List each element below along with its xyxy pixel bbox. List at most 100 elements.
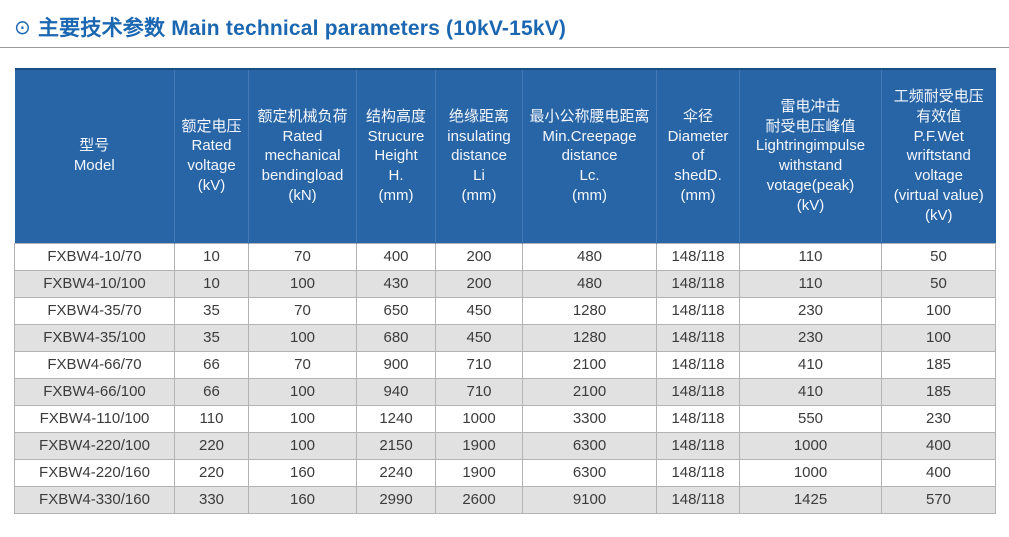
- value-cell: 148/118: [656, 350, 740, 379]
- value-cell: 710: [435, 377, 523, 406]
- value-cell: 100: [248, 269, 357, 298]
- value-cell: 2100: [522, 350, 657, 379]
- model-cell: FXBW4-220/160: [14, 458, 175, 487]
- value-cell: 200: [435, 269, 523, 298]
- value-cell: 70: [248, 242, 357, 271]
- value-cell: 230: [739, 296, 882, 325]
- column-header-model: 型号 Model: [14, 68, 175, 243]
- model-cell: FXBW4-35/70: [14, 296, 175, 325]
- column-header-impulse-withstand: 雷电冲击 耐受电压峰值 Lightringimpulse withstand v…: [739, 68, 882, 243]
- value-cell: 2600: [435, 485, 523, 514]
- value-cell: 2990: [356, 485, 436, 514]
- value-cell: 100: [248, 404, 357, 433]
- model-cell: FXBW4-66/70: [14, 350, 175, 379]
- value-cell: 230: [881, 404, 996, 433]
- value-cell: 6300: [522, 431, 657, 460]
- column-header-pf-withstand: 工频耐受电压 有效值 P.F.Wet wriftstand voltage (v…: [881, 68, 996, 243]
- value-cell: 66: [174, 350, 249, 379]
- value-cell: 148/118: [656, 377, 740, 406]
- value-cell: 70: [248, 296, 357, 325]
- value-cell: 35: [174, 323, 249, 352]
- value-cell: 100: [881, 323, 996, 352]
- value-cell: 110: [174, 404, 249, 433]
- value-cell: 1900: [435, 458, 523, 487]
- value-cell: 148/118: [656, 458, 740, 487]
- value-cell: 110: [739, 242, 882, 271]
- value-cell: 410: [739, 377, 882, 406]
- value-cell: 100: [248, 323, 357, 352]
- table-header: 型号 Model 额定电压 Rated voltage (kV) 额定机械负荷 …: [14, 68, 996, 243]
- value-cell: 1240: [356, 404, 436, 433]
- value-cell: 570: [881, 485, 996, 514]
- value-cell: 710: [435, 350, 523, 379]
- column-header-creepage-distance: 最小公称腰电距离 Min.Creepage distance Lc. (mm): [522, 68, 657, 243]
- value-cell: 9100: [522, 485, 657, 514]
- value-cell: 35: [174, 296, 249, 325]
- value-cell: 100: [881, 296, 996, 325]
- table-row: FXBW4-66/100 66 100 940 710 2100 148/118 410 185: [14, 377, 996, 406]
- value-cell: 10: [174, 269, 249, 298]
- value-cell: 1000: [435, 404, 523, 433]
- value-cell: 230: [739, 323, 882, 352]
- model-cell: FXBW4-110/100: [14, 404, 175, 433]
- value-cell: 50: [881, 269, 996, 298]
- technical-parameters-table: 型号 Model 额定电压 Rated voltage (kV) 额定机械负荷 …: [14, 68, 996, 514]
- value-cell: 2240: [356, 458, 436, 487]
- value-cell: 220: [174, 458, 249, 487]
- value-cell: 480: [522, 269, 657, 298]
- model-cell: FXBW4-10/100: [14, 269, 175, 298]
- value-cell: 100: [248, 431, 357, 460]
- value-cell: 650: [356, 296, 436, 325]
- value-cell: 400: [356, 242, 436, 271]
- value-cell: 160: [248, 485, 357, 514]
- value-cell: 10: [174, 242, 249, 271]
- value-cell: 148/118: [656, 431, 740, 460]
- value-cell: 148/118: [656, 269, 740, 298]
- value-cell: 148/118: [656, 242, 740, 271]
- column-header-insulating-distance: 绝缘距离 insulating distance Li (mm): [435, 68, 523, 243]
- column-header-bending-load: 额定机械负荷 Rated mechanical bendingload (kN): [248, 68, 357, 243]
- value-cell: 430: [356, 269, 436, 298]
- model-cell: FXBW4-330/160: [14, 485, 175, 514]
- value-cell: 1000: [739, 431, 882, 460]
- page-title: ⊙ 主要技术参数 Main technical parameters (10kV-…: [14, 12, 995, 42]
- value-cell: 410: [739, 350, 882, 379]
- value-cell: 185: [881, 377, 996, 406]
- table-row: FXBW4-35/70 35 70 650 450 1280 148/118 230 100: [14, 296, 996, 325]
- value-cell: 330: [174, 485, 249, 514]
- value-cell: 480: [522, 242, 657, 271]
- value-cell: 550: [739, 404, 882, 433]
- value-cell: 680: [356, 323, 436, 352]
- table-header-row: 型号 Model 额定电压 Rated voltage (kV) 额定机械负荷 …: [14, 68, 996, 243]
- value-cell: 2100: [522, 377, 657, 406]
- value-cell: 940: [356, 377, 436, 406]
- value-cell: 148/118: [656, 485, 740, 514]
- value-cell: 2150: [356, 431, 436, 460]
- model-cell: FXBW4-35/100: [14, 323, 175, 352]
- model-cell: FXBW4-10/70: [14, 242, 175, 271]
- table-row: FXBW4-10/100 10 100 430 200 480 148/118 110 50: [14, 269, 996, 298]
- value-cell: 148/118: [656, 323, 740, 352]
- value-cell: 1280: [522, 323, 657, 352]
- value-cell: 1900: [435, 431, 523, 460]
- value-cell: 1280: [522, 296, 657, 325]
- page-header: ⊙ 主要技术参数 Main technical parameters (10kV-…: [0, 0, 1009, 48]
- model-cell: FXBW4-66/100: [14, 377, 175, 406]
- value-cell: 400: [881, 431, 996, 460]
- column-header-rated-voltage: 额定电压 Rated voltage (kV): [174, 68, 249, 243]
- table-row: FXBW4-35/100 35 100 680 450 1280 148/118 230 100: [14, 323, 996, 352]
- value-cell: 50: [881, 242, 996, 271]
- table-body: FXBW4-10/70 10 70 400 200 480 148/118 110 50 FXBW…: [14, 242, 996, 514]
- value-cell: 450: [435, 296, 523, 325]
- table-row: FXBW4-66/70 66 70 900 710 2100 148/118 410 185: [14, 350, 996, 379]
- value-cell: 200: [435, 242, 523, 271]
- value-cell: 148/118: [656, 296, 740, 325]
- value-cell: 160: [248, 458, 357, 487]
- value-cell: 900: [356, 350, 436, 379]
- value-cell: 70: [248, 350, 357, 379]
- value-cell: 220: [174, 431, 249, 460]
- table-row: FXBW4-110/100 110 100 1240 1000 3300 148/118 55…: [14, 404, 996, 433]
- column-header-shed-diameter: 伞径 Diameter of shedD. (mm): [656, 68, 740, 243]
- value-cell: 1425: [739, 485, 882, 514]
- value-cell: 6300: [522, 458, 657, 487]
